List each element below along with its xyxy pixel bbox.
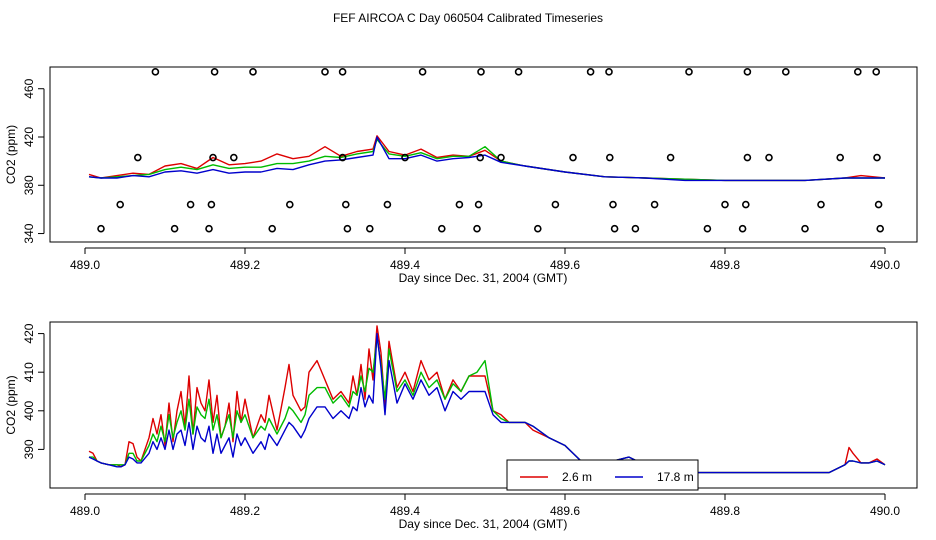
- x-tick-label: 489.8: [710, 504, 740, 518]
- scatter-point: [631, 224, 640, 233]
- series-line-2: [88, 136, 885, 182]
- x-tick-label: 490.0: [870, 258, 900, 272]
- scatter-point: [97, 224, 105, 233]
- x-tick-label: 489.6: [550, 504, 580, 518]
- chart-top: 489.0 489.2 489.4 489.6 489.8 490.0 Day since …: [4, 66, 918, 285]
- figure-title: FEF AIRCOA C Day 060504 Calibrated Times…: [333, 11, 603, 25]
- y-tick-label: 380: [22, 175, 36, 195]
- plot-frame: [49, 66, 918, 243]
- scatter-point: [738, 224, 747, 233]
- scatter-point: [383, 200, 392, 209]
- scatter-point: [514, 68, 523, 76]
- scatter-point: [781, 68, 790, 76]
- scatter-point: [853, 68, 862, 76]
- y-axis-title: CO2 (ppm): [4, 375, 18, 434]
- scatter-point: [765, 153, 773, 162]
- scatter-point: [365, 224, 374, 233]
- y-tick-label: 420: [22, 127, 36, 147]
- scatter-point: [170, 224, 179, 233]
- scatter-point: [605, 153, 614, 162]
- y-tick-label: 390: [22, 439, 36, 459]
- scatter-point: [569, 153, 577, 162]
- scatter-point: [207, 200, 216, 209]
- scatter-point: [343, 224, 352, 233]
- plot-frame: [49, 321, 918, 489]
- y-axis-title: CO2 (ppm): [4, 125, 18, 184]
- scatter-point: [743, 68, 752, 76]
- x-tick-label: 489.0: [70, 504, 100, 518]
- scatter-point: [186, 200, 195, 209]
- scatter-point: [721, 200, 729, 209]
- scatter-point: [321, 68, 329, 76]
- scatter-point: [116, 200, 124, 209]
- scatter-point: [473, 224, 481, 233]
- scatter-point: [533, 224, 542, 233]
- y-tick-label: 340: [22, 223, 36, 243]
- legend-label: 17.8 m: [657, 470, 694, 484]
- scatter-point: [703, 224, 712, 233]
- scatter-point: [474, 200, 483, 209]
- x-tick-label: 489.8: [710, 258, 740, 272]
- scatter-point: [455, 200, 464, 209]
- x-tick-label: 490.0: [870, 504, 900, 518]
- scatter-point: [650, 200, 659, 209]
- scatter-point: [666, 153, 675, 162]
- y-tick-label: 400: [22, 400, 36, 420]
- y-tick-label: 410: [22, 362, 36, 382]
- scatter-point: [338, 153, 347, 162]
- chart-bottom: 489.0 489.2 489.4 489.6 489.8 490.0 Day since …: [4, 321, 918, 531]
- scatter-point: [249, 68, 257, 76]
- scatter-point: [477, 68, 485, 76]
- y-tick-label: 460: [22, 78, 36, 98]
- legend-label: 2.6 m: [562, 470, 592, 484]
- scatter-point: [836, 153, 845, 162]
- scatter-point: [586, 68, 595, 76]
- scatter-point: [338, 68, 347, 76]
- x-axis-title: Day since Dec. 31, 2004 (GMT): [399, 271, 568, 285]
- x-axis-title: Day since Dec. 31, 2004 (GMT): [399, 517, 568, 531]
- scatter-point: [497, 153, 505, 162]
- scatter-point: [285, 200, 294, 209]
- scatter-point: [551, 200, 560, 209]
- series-line-1: [89, 336, 886, 474]
- scatter-point: [605, 68, 613, 76]
- series-line-2: [88, 332, 886, 474]
- x-tick-label: 489.4: [390, 258, 420, 272]
- y-tick-label: 420: [22, 323, 36, 343]
- scatter-point: [268, 224, 277, 233]
- scatter-point: [205, 224, 213, 233]
- scatter-point: [609, 200, 617, 209]
- scatter-point: [341, 200, 350, 209]
- scatter-point: [873, 153, 881, 162]
- scatter-point: [876, 224, 885, 233]
- scatter-point: [743, 153, 752, 162]
- x-tick-label: 489.2: [230, 258, 260, 272]
- scatter-point: [151, 68, 160, 76]
- scatter-point: [418, 68, 427, 76]
- x-tick-label: 489.2: [230, 504, 260, 518]
- scatter-point: [401, 153, 409, 162]
- legend-box: [506, 459, 699, 491]
- scatter-point: [476, 153, 485, 162]
- scatter-point: [209, 153, 217, 162]
- scatter-point: [874, 200, 883, 209]
- x-tick-label: 489.6: [550, 258, 580, 272]
- scatter-point: [741, 200, 750, 209]
- scatter-point: [230, 153, 238, 162]
- scatter-point: [134, 153, 142, 162]
- scatter-point: [801, 224, 809, 233]
- scatter-point: [817, 200, 825, 209]
- x-tick-label: 489.0: [70, 258, 100, 272]
- scatter-point: [685, 68, 693, 76]
- scatter-point: [610, 224, 619, 233]
- scatter-point: [210, 68, 219, 76]
- scatter-point: [437, 224, 446, 233]
- scatter-point: [872, 68, 881, 76]
- x-tick-label: 489.4: [390, 504, 420, 518]
